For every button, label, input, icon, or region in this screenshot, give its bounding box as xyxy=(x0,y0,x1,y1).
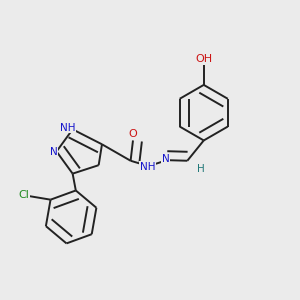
Text: NH: NH xyxy=(60,122,76,133)
Text: NH: NH xyxy=(140,162,155,172)
Text: H: H xyxy=(197,164,205,174)
Text: N: N xyxy=(50,147,57,157)
Text: N: N xyxy=(162,154,170,164)
Text: O: O xyxy=(129,129,137,139)
Text: Cl: Cl xyxy=(18,190,29,200)
Text: OH: OH xyxy=(196,54,213,64)
